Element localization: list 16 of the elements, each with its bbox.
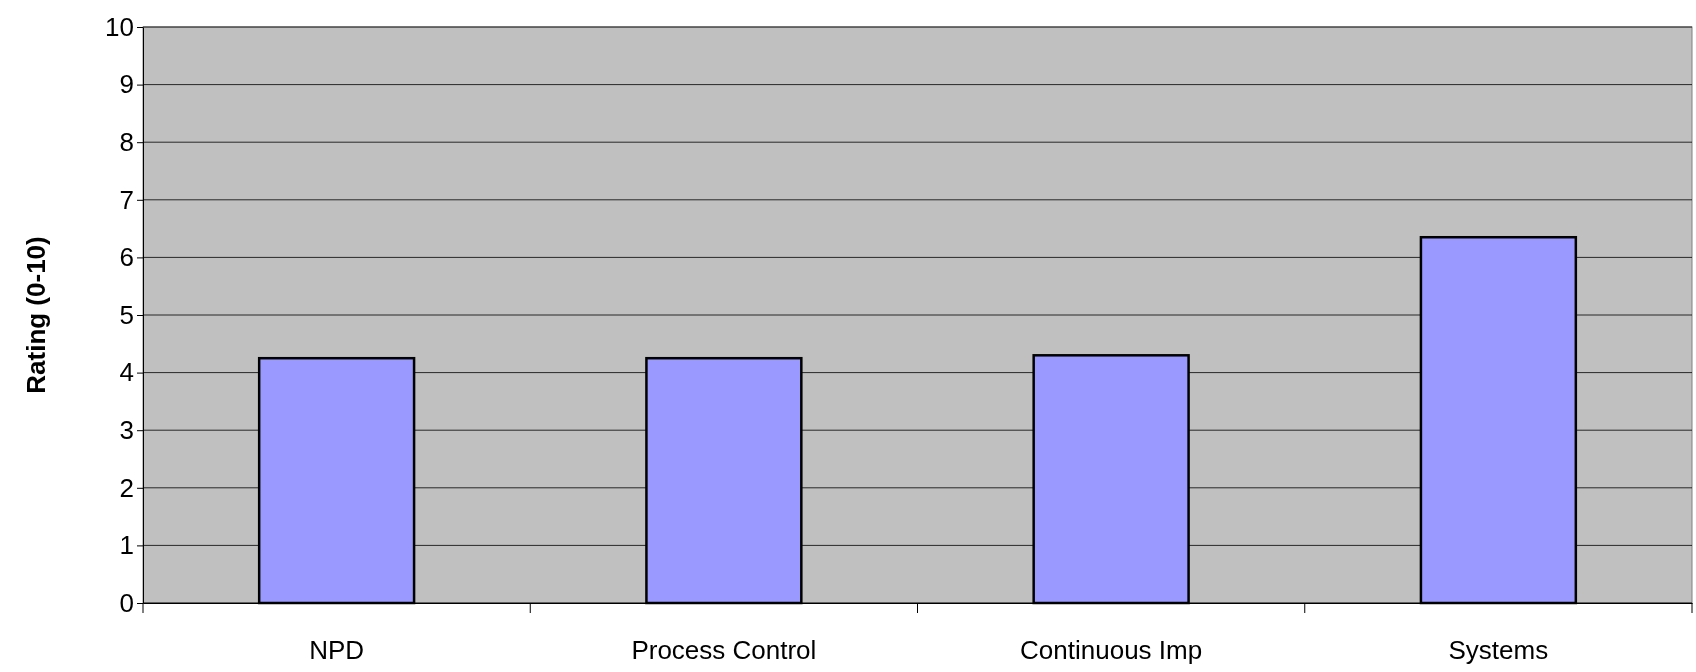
y-tick-label: 0 [119, 587, 134, 618]
y-axis-title: Rating (0-10) [21, 236, 51, 394]
x-tick-label: Systems [1448, 635, 1549, 666]
y-tick-label: 9 [119, 69, 134, 100]
x-tick-label: NPD [309, 635, 365, 666]
y-tick-label: 8 [119, 127, 134, 158]
x-tick-label: Process Control [631, 635, 817, 666]
y-tick-label: 10 [105, 11, 134, 42]
y-tick-label: 3 [119, 415, 134, 446]
y-tick-label: 1 [119, 530, 134, 561]
y-tick-label: 4 [119, 357, 134, 388]
y-tick-label: 7 [119, 184, 134, 215]
y-tick-label: 2 [119, 472, 134, 503]
y-tick-label: 5 [119, 299, 134, 330]
y-tick-label: 6 [119, 242, 134, 273]
x-tick-label: Continuous Imp [1020, 635, 1203, 666]
